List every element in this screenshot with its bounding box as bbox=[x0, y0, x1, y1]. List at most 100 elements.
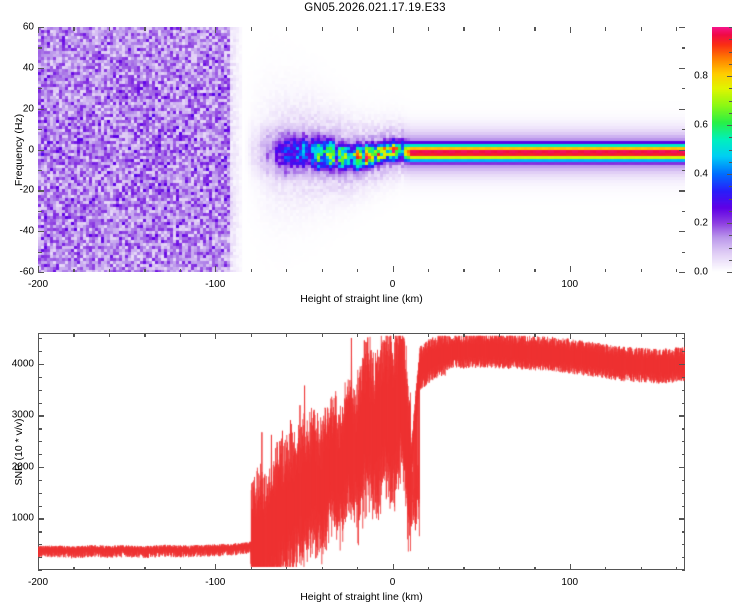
tick-mark bbox=[250, 566, 252, 570]
tick-mark bbox=[681, 454, 685, 456]
tick-mark bbox=[38, 272, 44, 274]
tick-mark bbox=[729, 63, 732, 65]
tick-mark bbox=[144, 566, 146, 570]
tick-mark bbox=[729, 247, 732, 249]
tick-mark bbox=[729, 51, 732, 53]
tick-mark bbox=[569, 564, 571, 570]
tick-mark bbox=[215, 266, 217, 272]
tick-mark bbox=[534, 27, 536, 31]
tick-mark bbox=[463, 268, 465, 272]
tick-mark bbox=[498, 333, 501, 337]
tick-mark bbox=[729, 161, 732, 163]
tick-mark bbox=[38, 108, 44, 110]
tick-mark bbox=[392, 266, 394, 272]
tick-mark bbox=[286, 268, 288, 272]
tick-mark bbox=[179, 27, 181, 31]
tick-mark bbox=[38, 363, 44, 366]
tick-mark bbox=[179, 268, 181, 272]
tick-mark bbox=[357, 268, 359, 272]
tick-mark bbox=[427, 333, 430, 337]
tick-mark bbox=[676, 333, 678, 337]
tick-mark bbox=[681, 88, 685, 90]
colorbar-tick-label: 0.8 bbox=[694, 70, 708, 82]
tick-mark bbox=[321, 333, 323, 337]
tick-mark bbox=[679, 272, 685, 274]
tick-mark bbox=[729, 112, 732, 114]
tick-mark bbox=[357, 566, 359, 570]
tick-mark bbox=[38, 231, 44, 233]
spectrogram-x-tick-label: 0 bbox=[389, 279, 396, 290]
tick-mark bbox=[215, 333, 217, 339]
tick-mark bbox=[679, 518, 685, 520]
tick-mark bbox=[681, 570, 685, 572]
snr-y-tick-label: 1000 bbox=[11, 512, 34, 524]
tick-mark bbox=[681, 402, 685, 404]
tick-mark bbox=[321, 268, 323, 272]
tick-mark bbox=[38, 376, 42, 378]
tick-mark bbox=[681, 441, 685, 443]
tick-mark bbox=[321, 27, 323, 31]
spectrogram-y-tick-label: 60 bbox=[22, 21, 34, 33]
tick-mark bbox=[729, 198, 732, 200]
tick-mark bbox=[108, 27, 111, 31]
tick-mark bbox=[250, 27, 252, 31]
snr-x-axis-label: Height of straight line (km) bbox=[300, 591, 423, 603]
snr-trace bbox=[38, 333, 685, 570]
tick-mark bbox=[38, 544, 42, 546]
tick-mark bbox=[729, 88, 732, 90]
tick-mark bbox=[681, 557, 685, 559]
tick-mark bbox=[681, 251, 685, 253]
tick-mark bbox=[38, 27, 44, 29]
spectrogram-x-tick-label: -100 bbox=[205, 279, 226, 290]
tick-mark bbox=[498, 27, 501, 31]
tick-mark bbox=[38, 557, 42, 559]
spectrogram-y-tick-label: 0 bbox=[28, 144, 34, 155]
tick-mark bbox=[676, 27, 678, 31]
tick-mark bbox=[38, 402, 42, 404]
tick-mark bbox=[38, 251, 42, 253]
tick-mark bbox=[427, 268, 430, 272]
snr-y-tick-label: 3000 bbox=[11, 409, 34, 421]
tick-mark bbox=[681, 479, 685, 482]
tick-mark bbox=[681, 531, 685, 533]
tick-mark bbox=[250, 333, 252, 337]
tick-mark bbox=[38, 190, 44, 192]
tick-mark bbox=[679, 108, 685, 110]
tick-mark bbox=[357, 27, 359, 31]
tick-mark bbox=[679, 415, 685, 417]
tick-mark bbox=[640, 27, 642, 31]
spectrogram-image bbox=[38, 27, 685, 272]
tick-mark bbox=[605, 268, 607, 272]
tick-mark bbox=[286, 27, 288, 31]
tick-mark bbox=[38, 415, 44, 417]
tick-mark bbox=[681, 129, 685, 131]
tick-mark bbox=[286, 333, 288, 337]
tick-mark bbox=[681, 389, 685, 391]
tick-mark bbox=[569, 333, 571, 339]
tick-mark bbox=[357, 333, 359, 337]
tick-mark bbox=[38, 479, 42, 482]
tick-mark bbox=[38, 67, 44, 70]
spectrogram-y-tick-label: -60 bbox=[19, 266, 34, 278]
tick-mark bbox=[38, 169, 42, 172]
tick-mark bbox=[38, 531, 42, 533]
tick-mark bbox=[108, 566, 111, 570]
tick-mark bbox=[640, 566, 642, 570]
tick-mark bbox=[38, 333, 40, 339]
tick-mark bbox=[498, 268, 501, 272]
tick-mark bbox=[727, 272, 732, 274]
tick-mark bbox=[38, 505, 42, 507]
spectrogram-y-tick-label: -20 bbox=[19, 184, 34, 196]
tick-mark bbox=[179, 566, 181, 570]
tick-mark bbox=[38, 492, 42, 494]
tick-mark bbox=[215, 564, 217, 570]
tick-mark bbox=[534, 566, 536, 570]
tick-mark bbox=[679, 149, 685, 151]
tick-mark bbox=[679, 67, 685, 70]
snr-x-tick-label: 0 bbox=[389, 577, 396, 588]
tick-mark bbox=[38, 389, 42, 391]
tick-mark bbox=[179, 333, 181, 337]
tick-mark bbox=[38, 88, 42, 90]
colorbar-tick-label: 0.0 bbox=[694, 266, 708, 278]
